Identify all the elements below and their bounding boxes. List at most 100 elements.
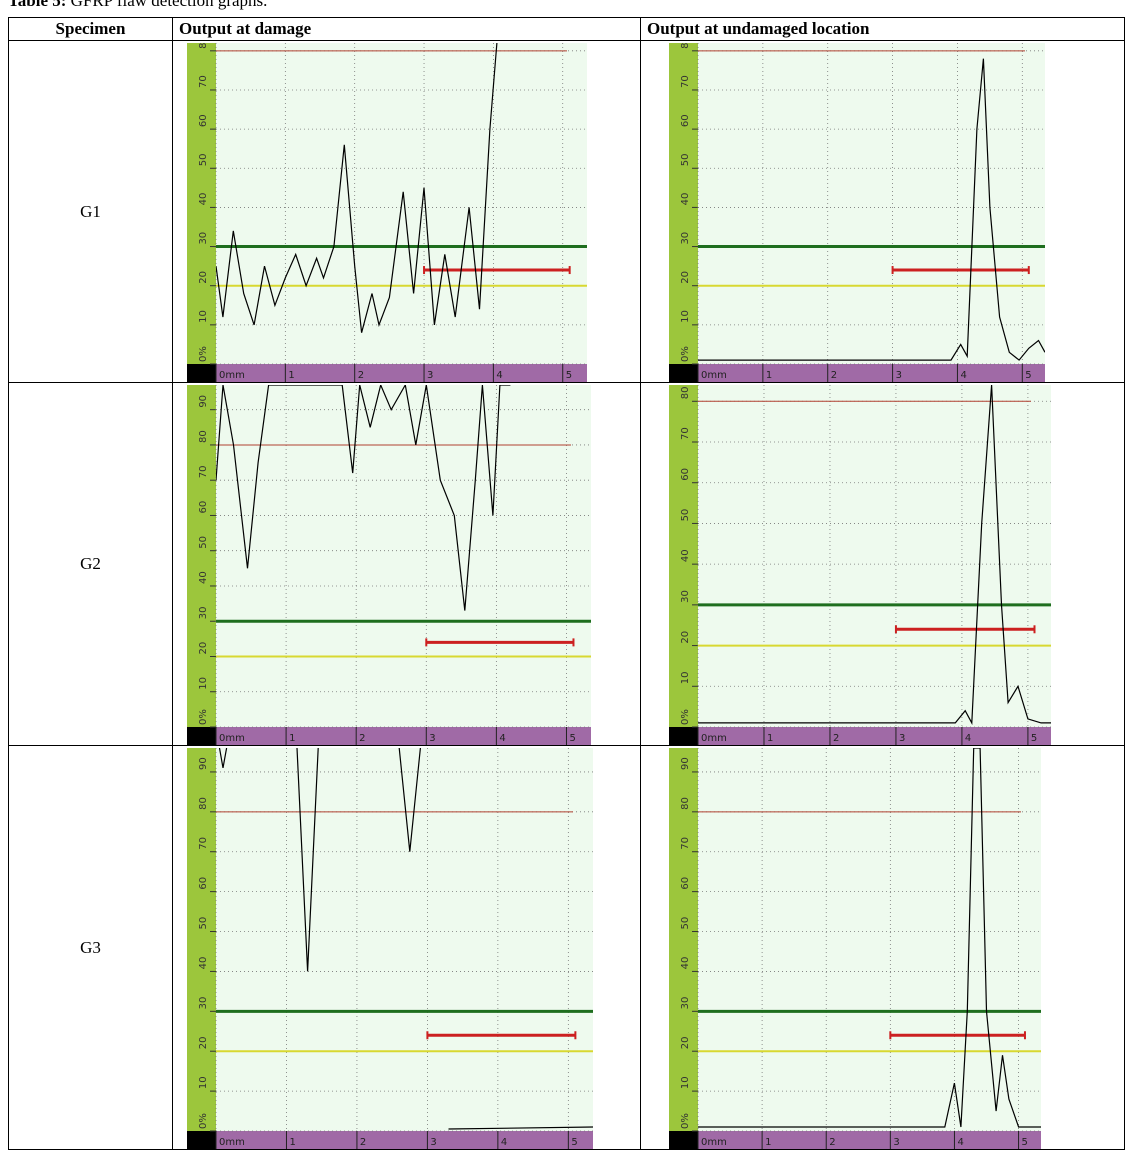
x-tick-label: 3 <box>899 733 905 744</box>
y-tick-label: 50 <box>198 536 209 549</box>
x-tick-label: 0mm <box>219 370 245 381</box>
y-tick-label: 20 <box>198 1036 209 1049</box>
y-tick-label: 60 <box>680 877 691 890</box>
y-tick-label: 80 <box>680 387 691 400</box>
x-tick-label: 4 <box>501 1137 507 1148</box>
x-tick-label: 1 <box>765 1137 771 1148</box>
x-tick-label: 2 <box>831 370 837 381</box>
x-tick-label: 0mm <box>219 733 245 744</box>
y-tick-label: 50 <box>198 917 209 930</box>
y-tick-label: 70 <box>198 75 209 88</box>
y-tick-label: 10 <box>680 310 691 323</box>
y-tick-label: 60 <box>198 114 209 127</box>
plot-area <box>698 748 1041 1131</box>
x-tick-label: 0mm <box>701 733 727 744</box>
y-tick-label: 40 <box>198 571 209 584</box>
caption: Table 5: GFRP flaw detection graphs. <box>8 0 267 11</box>
plot-area <box>216 385 591 727</box>
x-tick-label: 4 <box>965 733 971 744</box>
y-tick-label: 0% <box>198 709 209 725</box>
range-bar <box>698 364 1045 382</box>
y-tick-label: 10 <box>198 310 209 323</box>
y-tick-label: 0% <box>680 1113 691 1129</box>
x-tick-label: 5 <box>1031 733 1037 744</box>
header-cell: Output at undamaged location <box>641 18 1125 41</box>
x-tick-label: 3 <box>427 370 433 381</box>
corner <box>669 727 698 745</box>
x-tick-label: 2 <box>358 370 364 381</box>
y-tick-label: 90 <box>198 757 209 770</box>
x-tick-label: 4 <box>499 733 505 744</box>
corner <box>669 1131 698 1149</box>
y-tick-label: 0% <box>198 1113 209 1129</box>
x-tick-label: 5 <box>569 733 575 744</box>
y-tick-label: 40 <box>680 193 691 206</box>
range-bar <box>216 1131 593 1149</box>
y-tick-label: 80 <box>198 43 209 49</box>
table-row: G10%10203040506070800mm123450%1020304050… <box>9 41 1125 383</box>
y-tick-label: 40 <box>198 957 209 970</box>
y-tick-label: 10 <box>198 1076 209 1089</box>
table: Specimen Output at damage Output at unda… <box>8 17 1125 1150</box>
scan-cell: 0%1020304050607080900mm12345 <box>641 746 1125 1150</box>
range-bar <box>216 727 591 745</box>
a-scan: 0%1020304050607080900mm12345 <box>187 748 593 1149</box>
y-tick-label: 30 <box>198 606 209 619</box>
y-tick-label: 80 <box>198 430 209 443</box>
x-tick-label: 4 <box>957 1137 963 1148</box>
x-tick-label: 5 <box>1022 1137 1028 1148</box>
y-tick-label: 0% <box>680 346 691 362</box>
y-tick-label: 10 <box>680 672 691 685</box>
y-tick-label: 20 <box>680 1036 691 1049</box>
y-tick-label: 30 <box>680 590 691 603</box>
x-tick-label: 1 <box>289 1137 295 1148</box>
y-tick-label: 90 <box>198 395 209 408</box>
specimen-cell: G2 <box>9 383 173 746</box>
y-tick-label: 0% <box>680 709 691 725</box>
y-tick-label: 70 <box>198 837 209 850</box>
x-tick-label: 0mm <box>701 1137 727 1148</box>
y-tick-label: 60 <box>198 501 209 514</box>
x-tick-label: 5 <box>571 1137 577 1148</box>
range-bar <box>216 364 587 382</box>
x-tick-label: 3 <box>896 370 902 381</box>
x-tick-label: 3 <box>429 733 435 744</box>
y-tick-label: 50 <box>680 154 691 167</box>
y-tick-label: 20 <box>198 642 209 655</box>
y-tick-label: 30 <box>680 997 691 1010</box>
y-tick-label: 30 <box>198 997 209 1010</box>
y-tick-label: 50 <box>680 917 691 930</box>
y-tick-label: 0% <box>198 346 209 362</box>
y-tick-label: 90 <box>680 757 691 770</box>
y-tick-label: 30 <box>680 232 691 245</box>
plot-area <box>698 385 1051 727</box>
y-tick-label: 80 <box>680 43 691 49</box>
header-cell: Specimen <box>9 18 173 41</box>
range-bar <box>698 1131 1041 1149</box>
x-tick-label: 2 <box>360 1137 366 1148</box>
x-tick-label: 0mm <box>701 370 727 381</box>
x-tick-label: 4 <box>496 370 502 381</box>
y-tick-label: 40 <box>680 957 691 970</box>
x-tick-label: 1 <box>767 733 773 744</box>
y-tick-label: 20 <box>680 631 691 644</box>
y-tick-label: 20 <box>198 271 209 284</box>
specimen-cell: G1 <box>9 41 173 383</box>
y-tick-label: 80 <box>680 797 691 810</box>
corner <box>187 364 216 382</box>
y-tick-label: 20 <box>680 271 691 284</box>
y-tick-label: 30 <box>198 232 209 245</box>
y-tick-label: 10 <box>680 1076 691 1089</box>
x-tick-label: 2 <box>359 733 365 744</box>
header-cell: Output at damage <box>173 18 641 41</box>
